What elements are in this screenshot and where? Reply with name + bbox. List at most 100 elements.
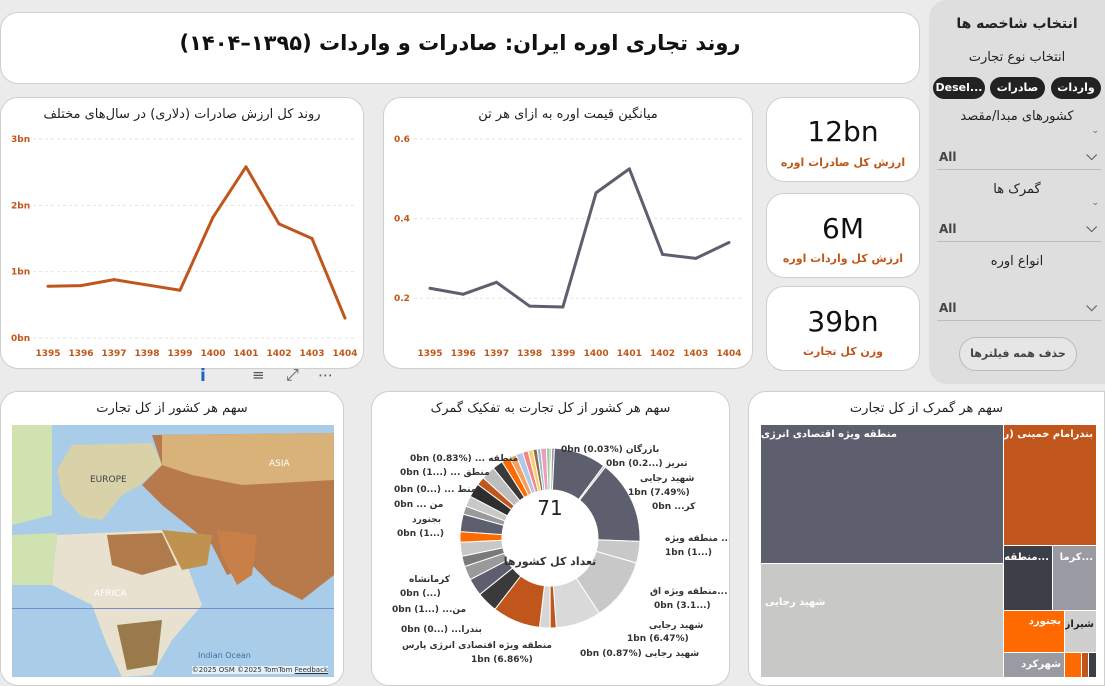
x-tick-label: 1401: [617, 349, 642, 359]
countries-dropdown[interactable]: All ⌵: [937, 146, 1101, 170]
y-tick-label: 0.6: [394, 135, 410, 145]
data-point[interactable]: [661, 252, 665, 256]
russia-region: [162, 433, 334, 485]
americas-edge: [12, 425, 52, 525]
map-attribution: ©2025 OSM ©2025 TomTom Feedback: [191, 666, 328, 674]
pill-deselect[interactable]: Desel...: [933, 77, 985, 99]
map-card: سهم هر کشور از کل تجارت ASIA EUROPE AFRI…: [0, 391, 344, 686]
data-point[interactable]: [528, 304, 532, 308]
slicer-panel: انتخاب شاخصه ها انتخاب نوع تجارت واردات …: [929, 0, 1105, 384]
treemap-cell[interactable]: شیراز: [1065, 611, 1096, 652]
data-point[interactable]: [694, 256, 698, 260]
data-point[interactable]: [211, 215, 215, 219]
donut-label: 1bn (6.47%): [627, 634, 689, 644]
customs-dropdown[interactable]: All ⌵: [937, 218, 1101, 242]
countries-value: All: [939, 150, 957, 164]
data-point[interactable]: [79, 284, 83, 288]
map-feedback-link[interactable]: Feedback: [294, 666, 328, 674]
donut-label: 0bn (...): [400, 589, 441, 599]
x-tick-label: 1403: [683, 349, 708, 359]
urea-dropdown[interactable]: All ⌵: [937, 297, 1101, 321]
donut-label: 0bn (1...): [397, 529, 444, 539]
treemap-cell[interactable]: کرما...: [1053, 546, 1096, 610]
countries-label: کشورهای مبدا/مقصد: [960, 109, 1074, 124]
data-point[interactable]: [277, 222, 281, 226]
treemap-cell[interactable]: [1065, 653, 1081, 677]
treemap-cell[interactable]: منطقه و...: [1004, 546, 1052, 610]
data-point[interactable]: [727, 240, 731, 244]
map-label-europe: EUROPE: [90, 475, 127, 485]
more-options-icon[interactable]: ⋯: [318, 366, 333, 384]
filter-icon[interactable]: ≡: [252, 366, 265, 384]
y-tick-label: 2bn: [11, 201, 30, 211]
equator-line: [12, 608, 334, 609]
x-tick-label: 1401: [233, 349, 258, 359]
country-map[interactable]: ASIA EUROPE AFRICA Indian Ocean ©2025 OS…: [12, 425, 334, 677]
data-point[interactable]: [627, 167, 631, 171]
treemap-cell[interactable]: [1082, 653, 1088, 677]
donut-label: 0bn (0...) ...بندرا: [401, 625, 482, 635]
x-tick-label: 1396: [451, 349, 476, 359]
donut-slice[interactable]: [545, 447, 551, 491]
kpi-label: وزن کل تجارت: [802, 345, 883, 358]
donut-card: سهم هر کشور از کل تجارت به تفکیک گمرک 71…: [371, 391, 730, 686]
x-tick-label: 1400: [584, 349, 609, 359]
treemap-cell-label: منطقه و...: [1004, 552, 1049, 563]
pill-imports[interactable]: واردات: [1051, 77, 1101, 99]
treemap-cell[interactable]: [1089, 653, 1096, 677]
treemap-cell-label: کرما...: [1059, 552, 1093, 563]
data-point[interactable]: [594, 191, 598, 195]
clear-filters-button[interactable]: حذف همه فیلترها: [959, 337, 1077, 371]
chart-title: میانگین قیمت اوره به ازای هر تن: [478, 107, 658, 122]
treemap-title: سهم هر گمرک از کل تجارت: [849, 401, 1004, 416]
donut-label: شهید رجایی: [640, 474, 695, 484]
x-tick-label: 1404: [716, 349, 741, 359]
data-point[interactable]: [461, 292, 465, 296]
map-title: سهم هر کشور از کل تجارت: [96, 401, 248, 416]
treemap-cell-label: شیراز: [1065, 619, 1094, 630]
donut-title: سهم هر کشور از کل تجارت به تفکیک گمرک: [430, 401, 671, 416]
data-point[interactable]: [46, 284, 50, 288]
treemap-cell-label: منطقه ویژه اقتصادی انرژی پارس: [761, 429, 897, 440]
y-tick-label: 0bn: [11, 334, 30, 344]
x-tick-label: 1396: [68, 349, 93, 359]
map-label-asia: ASIA: [269, 459, 290, 469]
donut-chart[interactable]: [372, 392, 730, 686]
kpi-label: ارزش کل صادرات اوره: [780, 156, 906, 169]
data-point[interactable]: [244, 165, 248, 169]
treemap-cell-label: شهید رجایی: [765, 597, 826, 608]
data-point[interactable]: [145, 283, 149, 287]
pill-exports[interactable]: صادرات: [990, 77, 1045, 99]
x-tick-label: 1402: [266, 349, 291, 359]
treemap-card: سهم هر گمرک از کل تجارت منطقه ویژه اقتصا…: [748, 391, 1105, 686]
treemap[interactable]: منطقه ویژه اقتصادی انرژی پارس شهید رجایی…: [761, 425, 1096, 677]
header-card: روند تجاری اوره ایران: صادرات و واردات (…: [0, 12, 920, 84]
data-point[interactable]: [343, 316, 347, 320]
urea-value: All: [939, 301, 957, 315]
data-point[interactable]: [561, 305, 565, 309]
y-tick-label: 3bn: [11, 135, 30, 145]
treemap-cell[interactable]: بجنورد: [1004, 611, 1064, 652]
treemap-cell[interactable]: بندرامام خمینی (ره): [1004, 425, 1096, 545]
data-point[interactable]: [178, 288, 182, 292]
donut-label: 0bn (3.1...): [654, 601, 711, 611]
x-tick-label: 1402: [650, 349, 675, 359]
donut-label: 0bn (0.03%) بازرگان: [561, 445, 660, 455]
info-icon[interactable]: i: [200, 366, 206, 386]
treemap-cell[interactable]: شهید رجایی: [761, 564, 1003, 677]
donut-center-label: تعداد کل کشورها: [503, 555, 597, 568]
data-point[interactable]: [310, 237, 314, 240]
donut-label: 0bn (0.87%) شهید رجایی: [580, 649, 700, 659]
slicer-panel-title: انتخاب شاخصه ها: [956, 16, 1078, 32]
treemap-cell[interactable]: شهرکرد: [1004, 653, 1064, 677]
focus-mode-icon[interactable]: ⤢: [286, 365, 299, 384]
x-tick-label: 1404: [332, 349, 357, 359]
data-point[interactable]: [494, 280, 498, 284]
trade-type-label: انتخاب نوع تجارت: [968, 50, 1066, 65]
chart-title: روند کل ارزش صادرات (دلاری) در سال‌های م…: [43, 107, 321, 122]
data-point[interactable]: [428, 286, 432, 290]
treemap-cell[interactable]: منطقه ویژه اقتصادی انرژی پارس: [761, 425, 1003, 563]
data-point[interactable]: [112, 278, 116, 282]
donut-label: منطقه ویژه اقتصادی انرژی پارس: [402, 641, 552, 651]
chevron-down-icon: ⌵: [1086, 148, 1097, 164]
